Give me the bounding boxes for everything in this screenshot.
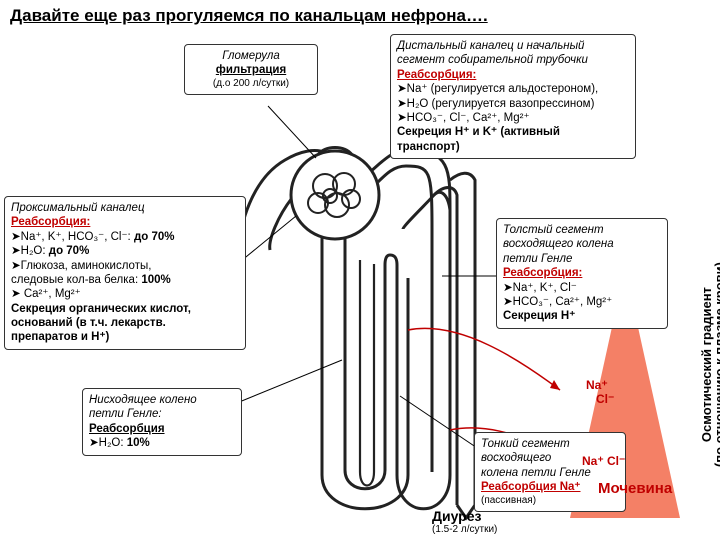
nacl-label-2: Na⁺ Cl⁻ bbox=[582, 454, 625, 468]
distal-h2o: ➤H₂O (регулируется вазопрессином) bbox=[397, 97, 629, 111]
proximal-l3b: следовые кол-ва белка: 100% bbox=[11, 273, 239, 287]
distal-na: ➤Na⁺ (регулируется альдостероном), bbox=[397, 82, 629, 96]
desc-loop-header: Нисходящее колено петли Генле: bbox=[89, 393, 235, 422]
desc-loop-box: Нисходящее колено петли Генле: Реабсорбц… bbox=[82, 388, 242, 456]
proximal-l2: ➤H₂O: до 70% bbox=[11, 244, 239, 258]
urea-label: Мочевина bbox=[598, 480, 672, 497]
thick-asc-header: Толстый сегмент восходящего колена петли… bbox=[503, 223, 661, 266]
glomerulus-caption: Гломерула bbox=[191, 49, 311, 63]
proximal-l3a: ➤Глюкоза, аминокислоты, bbox=[11, 259, 239, 273]
thick-asc-reab-label: Реабсорбция: bbox=[503, 266, 661, 280]
diuresis-label: Диурез bbox=[432, 508, 481, 524]
proximal-reab-label: Реабсорбция: bbox=[11, 215, 239, 229]
glomerulus-rate: (д.о 200 л/сутки) bbox=[191, 78, 311, 91]
distal-reab-label: Реабсорбция: bbox=[397, 68, 629, 82]
thin-asc-box: Тонкий сегмент восходящего колена петли … bbox=[474, 432, 626, 512]
distal-secretion: Секреция H⁺ и K⁺ (активный транспорт) bbox=[397, 125, 629, 154]
proximal-l1: ➤Na⁺, K⁺, HCO₃⁻, Cl⁻: до 70% bbox=[11, 230, 239, 244]
proximal-header: Проксимальный каналец bbox=[11, 201, 239, 215]
distal-header: Дистальный каналец и начальный сегмент с… bbox=[397, 39, 629, 68]
thick-asc-secretion: Секреция H⁺ bbox=[503, 309, 661, 323]
glomerulus-box: Гломерула фильтрация (д.о 200 л/сутки) bbox=[184, 44, 318, 95]
thick-asc-l2: ➤HCO₃⁻, Ca²⁺, Mg²⁺ bbox=[503, 295, 661, 309]
proximal-box: Проксимальный каналец Реабсорбция: ➤Na⁺,… bbox=[4, 196, 246, 350]
proximal-l4: ➤ Ca²⁺, Mg²⁺ bbox=[11, 287, 239, 301]
glomerulus-filtration: фильтрация bbox=[191, 63, 311, 77]
desc-loop-reab: Реабсорбция bbox=[89, 422, 235, 436]
distal-ions: ➤HCO₃⁻, Cl⁻, Ca²⁺, Mg²⁺ bbox=[397, 111, 629, 125]
desc-loop-l1: ➤H₂O: 10% bbox=[89, 436, 235, 450]
proximal-secretion: Секреция органических кислот, оснований … bbox=[11, 302, 239, 345]
thick-asc-l1: ➤Na⁺, K⁺, Cl⁻ bbox=[503, 281, 661, 295]
thick-asc-box: Толстый сегмент восходящего колена петли… bbox=[496, 218, 668, 329]
osmotic-gradient-label: Осмотический градиент (по отношению к пл… bbox=[700, 262, 716, 514]
diuresis-rate: (1.5-2 л/сутки) bbox=[432, 524, 497, 535]
nacl-label-1: Na⁺ Cl⁻ bbox=[586, 378, 614, 406]
distal-box: Дистальный каналец и начальный сегмент с… bbox=[390, 34, 636, 159]
